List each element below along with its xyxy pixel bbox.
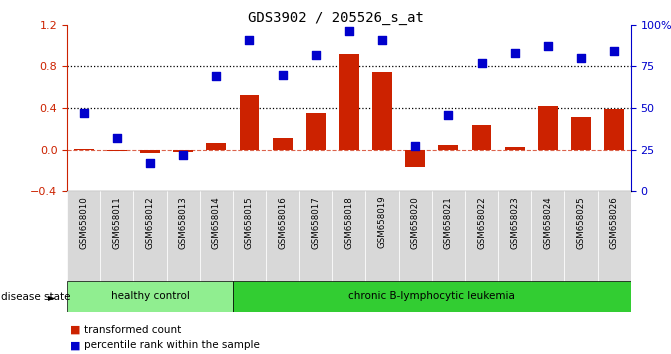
Text: GSM658021: GSM658021: [444, 196, 453, 249]
Text: GSM658016: GSM658016: [278, 196, 287, 249]
Text: GDS3902 / 205526_s_at: GDS3902 / 205526_s_at: [248, 11, 423, 25]
Text: ■: ■: [70, 340, 81, 350]
FancyBboxPatch shape: [166, 191, 200, 283]
Bar: [372, 72, 392, 149]
Point: [244, 37, 255, 42]
Text: GSM658022: GSM658022: [477, 196, 486, 249]
FancyBboxPatch shape: [233, 191, 266, 283]
Bar: [207, 143, 226, 149]
Text: GSM658011: GSM658011: [112, 196, 121, 249]
Bar: [306, 113, 325, 149]
Text: GSM658014: GSM658014: [212, 196, 221, 249]
Text: GSM658023: GSM658023: [510, 196, 519, 249]
Bar: [472, 125, 491, 149]
Text: transformed count: transformed count: [84, 325, 181, 335]
FancyBboxPatch shape: [200, 191, 233, 283]
Point: [79, 110, 89, 116]
Text: GSM658013: GSM658013: [178, 196, 188, 249]
FancyBboxPatch shape: [100, 191, 134, 283]
Text: GSM658017: GSM658017: [311, 196, 320, 249]
Point: [311, 52, 321, 58]
Point: [277, 72, 288, 78]
FancyBboxPatch shape: [67, 281, 233, 312]
Bar: [272, 138, 293, 149]
Point: [344, 29, 354, 34]
Text: disease state: disease state: [1, 292, 70, 302]
Point: [542, 44, 553, 49]
FancyBboxPatch shape: [366, 191, 399, 283]
Text: ►: ►: [48, 292, 55, 302]
Bar: [173, 149, 193, 152]
Bar: [107, 149, 127, 150]
FancyBboxPatch shape: [233, 281, 631, 312]
Text: healthy control: healthy control: [111, 291, 189, 302]
Text: GSM658024: GSM658024: [544, 196, 552, 249]
Point: [145, 160, 156, 166]
FancyBboxPatch shape: [498, 191, 531, 283]
Point: [576, 55, 586, 61]
Bar: [140, 149, 160, 153]
Text: GSM658012: GSM658012: [146, 196, 154, 249]
Text: chronic B-lymphocytic leukemia: chronic B-lymphocytic leukemia: [348, 291, 515, 302]
Bar: [405, 149, 425, 167]
FancyBboxPatch shape: [134, 191, 166, 283]
Point: [410, 143, 421, 149]
Bar: [339, 54, 359, 149]
Text: GSM658018: GSM658018: [344, 196, 354, 249]
Point: [443, 112, 454, 118]
Text: GSM658026: GSM658026: [610, 196, 619, 249]
Point: [476, 60, 487, 66]
Bar: [604, 109, 624, 149]
Point: [509, 50, 520, 56]
FancyBboxPatch shape: [598, 191, 631, 283]
FancyBboxPatch shape: [299, 191, 332, 283]
Point: [178, 152, 189, 158]
Text: GSM658015: GSM658015: [245, 196, 254, 249]
FancyBboxPatch shape: [332, 191, 366, 283]
FancyBboxPatch shape: [564, 191, 598, 283]
Text: percentile rank within the sample: percentile rank within the sample: [84, 340, 260, 350]
Bar: [505, 148, 525, 149]
Text: GSM658025: GSM658025: [576, 196, 586, 249]
FancyBboxPatch shape: [531, 191, 564, 283]
Point: [376, 37, 387, 42]
Bar: [571, 117, 591, 149]
FancyBboxPatch shape: [465, 191, 498, 283]
Bar: [240, 96, 260, 149]
Text: GSM658010: GSM658010: [79, 196, 88, 249]
Text: GSM658019: GSM658019: [378, 196, 386, 249]
Point: [111, 135, 122, 141]
FancyBboxPatch shape: [67, 191, 100, 283]
Point: [609, 48, 619, 54]
Bar: [538, 106, 558, 149]
FancyBboxPatch shape: [432, 191, 465, 283]
Text: ■: ■: [70, 325, 81, 335]
FancyBboxPatch shape: [399, 191, 432, 283]
Text: GSM658020: GSM658020: [411, 196, 420, 249]
Point: [211, 74, 221, 79]
FancyBboxPatch shape: [266, 191, 299, 283]
Bar: [438, 145, 458, 149]
